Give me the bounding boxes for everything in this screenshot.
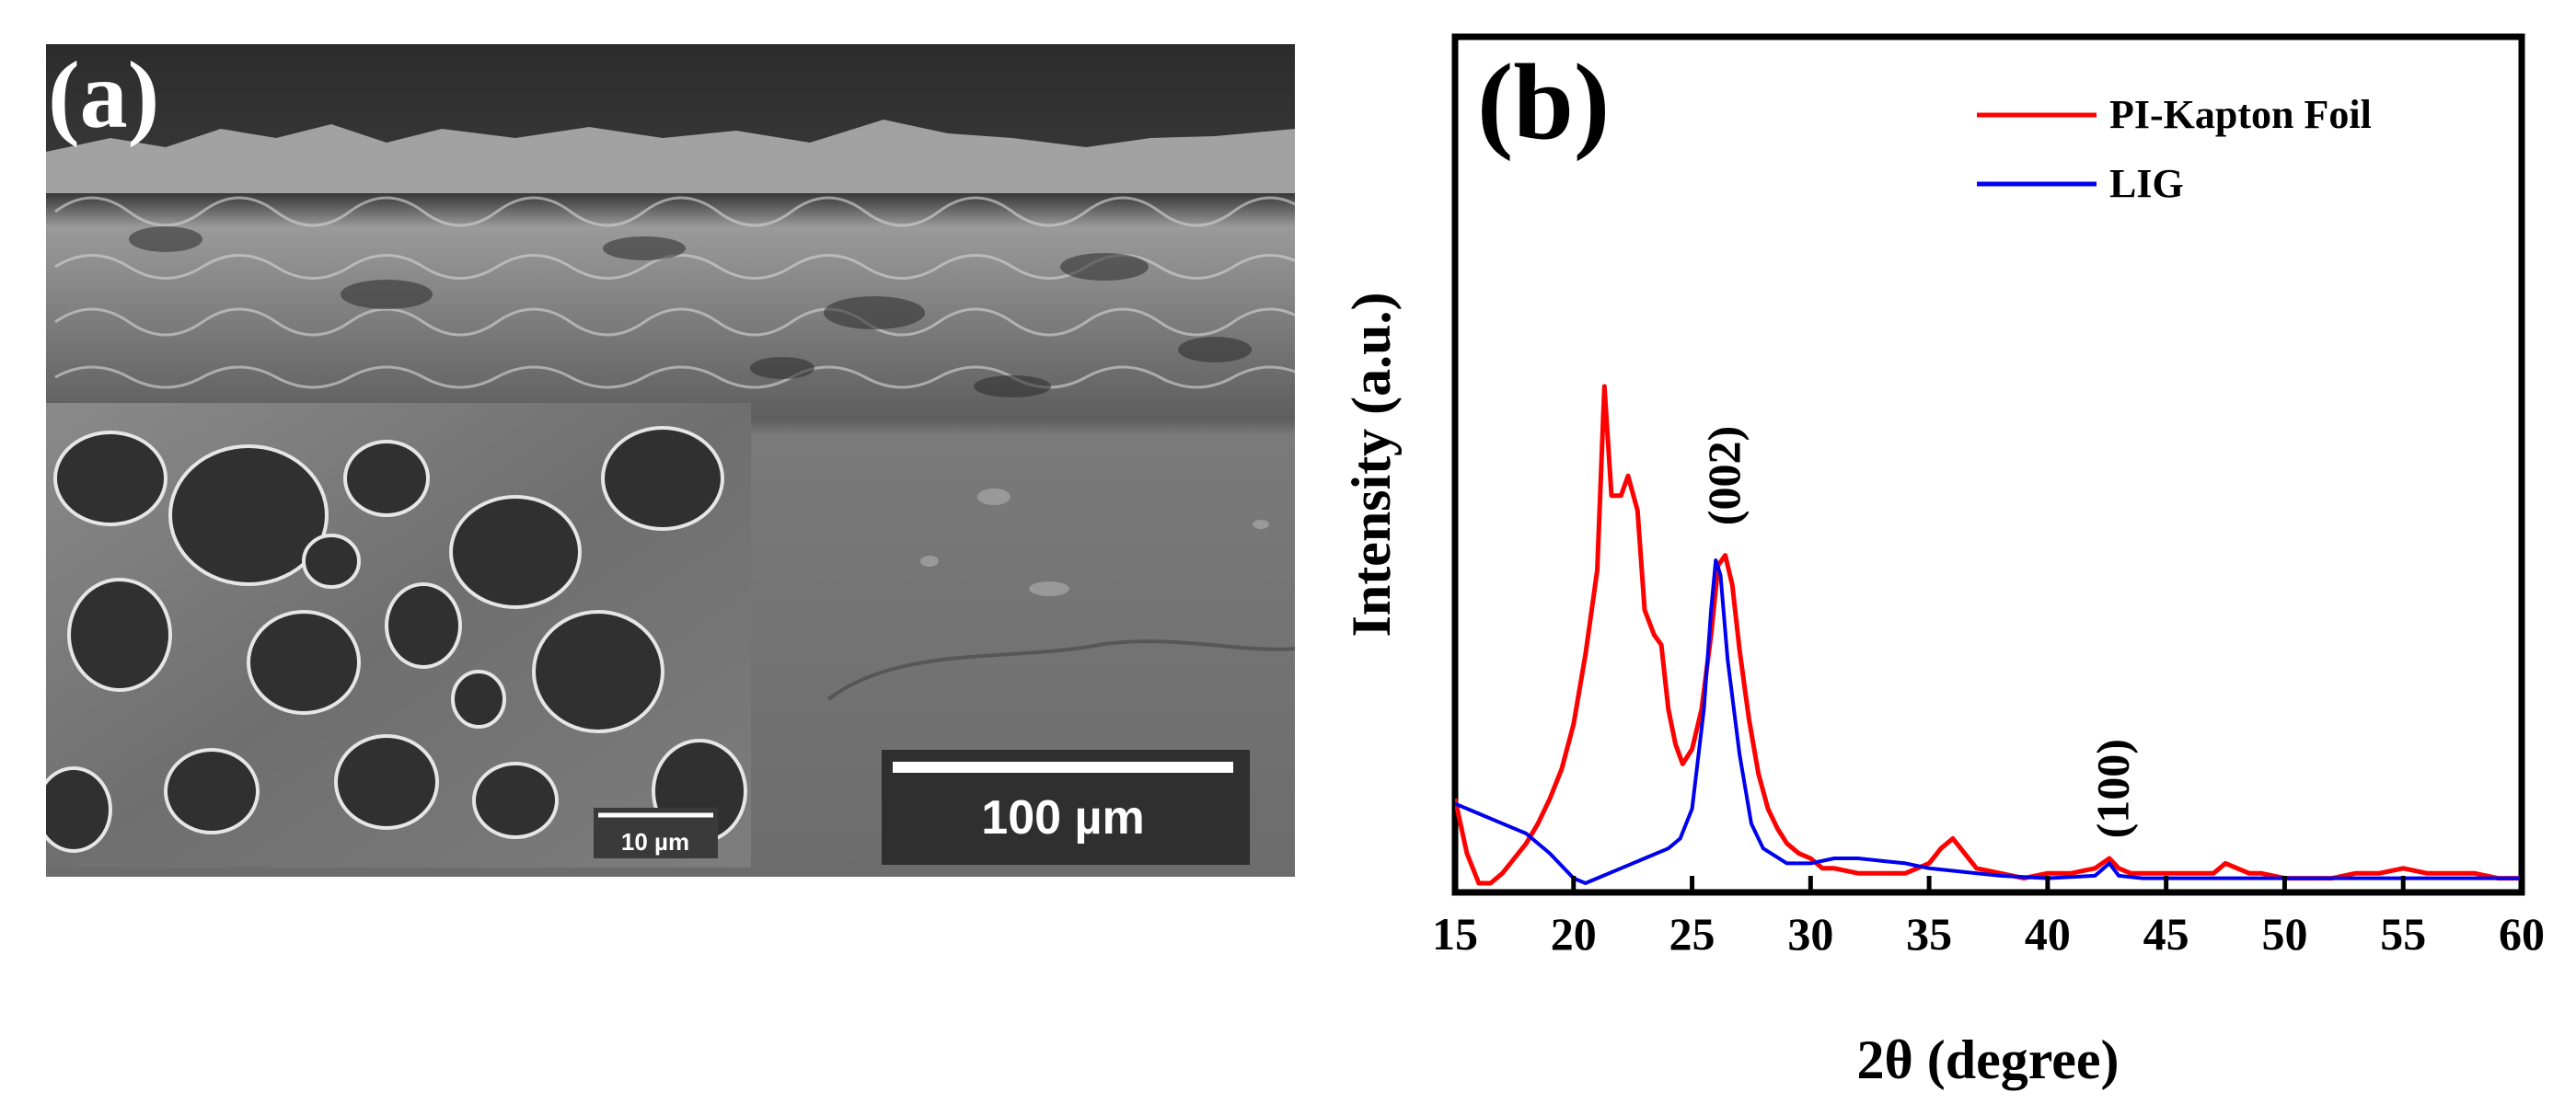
panel-a-label: (a) [48, 42, 159, 148]
plot-frame [1451, 33, 2525, 896]
x-tick-label-60: 60 [2499, 908, 2545, 960]
legend-label-lig: LIG [2109, 161, 2184, 206]
x-tick-label-40: 40 [2025, 908, 2071, 960]
inset-scale-bar-label: 10 µm [621, 828, 689, 856]
panel-b-label: (b) [1477, 41, 1610, 162]
scale-bar-label: 100 µm [981, 791, 1144, 845]
sem-texture [46, 120, 1295, 701]
sem-image-panel: 10 µm 100 µm (a) [46, 42, 1295, 877]
x-axis-label: 2θ (degree) [1856, 1029, 2119, 1090]
peak-annotation-100: (100) [2086, 739, 2138, 838]
series-layer [1455, 384, 2522, 886]
x-tick-label-15: 15 [1432, 908, 1478, 960]
x-tick-label-30: 30 [1787, 908, 1833, 960]
x-tick-label-35: 35 [1906, 908, 1952, 960]
legend-label-pi-kapton: PI-Kapton Foil [2109, 92, 2372, 137]
x-tick-label-55: 55 [2380, 908, 2426, 960]
sem-inset: 10 µm [46, 403, 751, 868]
legend: PI-Kapton Foil LIG [1977, 92, 2372, 206]
x-axis-ticks: 15 20 25 30 35 40 45 50 55 60 [1432, 876, 2545, 960]
x-tick-label-25: 25 [1669, 908, 1715, 960]
peak-annotations: (002) (100) [1698, 426, 2138, 839]
x-tick-label-45: 45 [2143, 908, 2189, 960]
xrd-chart: 15 20 25 30 35 40 45 50 55 60 (002) (100) (b) PI-K… [1341, 33, 2545, 1090]
x-tick-label-20: 20 [1551, 908, 1597, 960]
y-axis-label: Intensity (a.u.) [1341, 292, 1402, 637]
peak-annotation-002: (002) [1698, 426, 1750, 525]
series-line-pi-kapton-foil [1455, 384, 2522, 886]
series-line-lig [1455, 558, 2522, 885]
x-tick-label-50: 50 [2261, 908, 2307, 960]
